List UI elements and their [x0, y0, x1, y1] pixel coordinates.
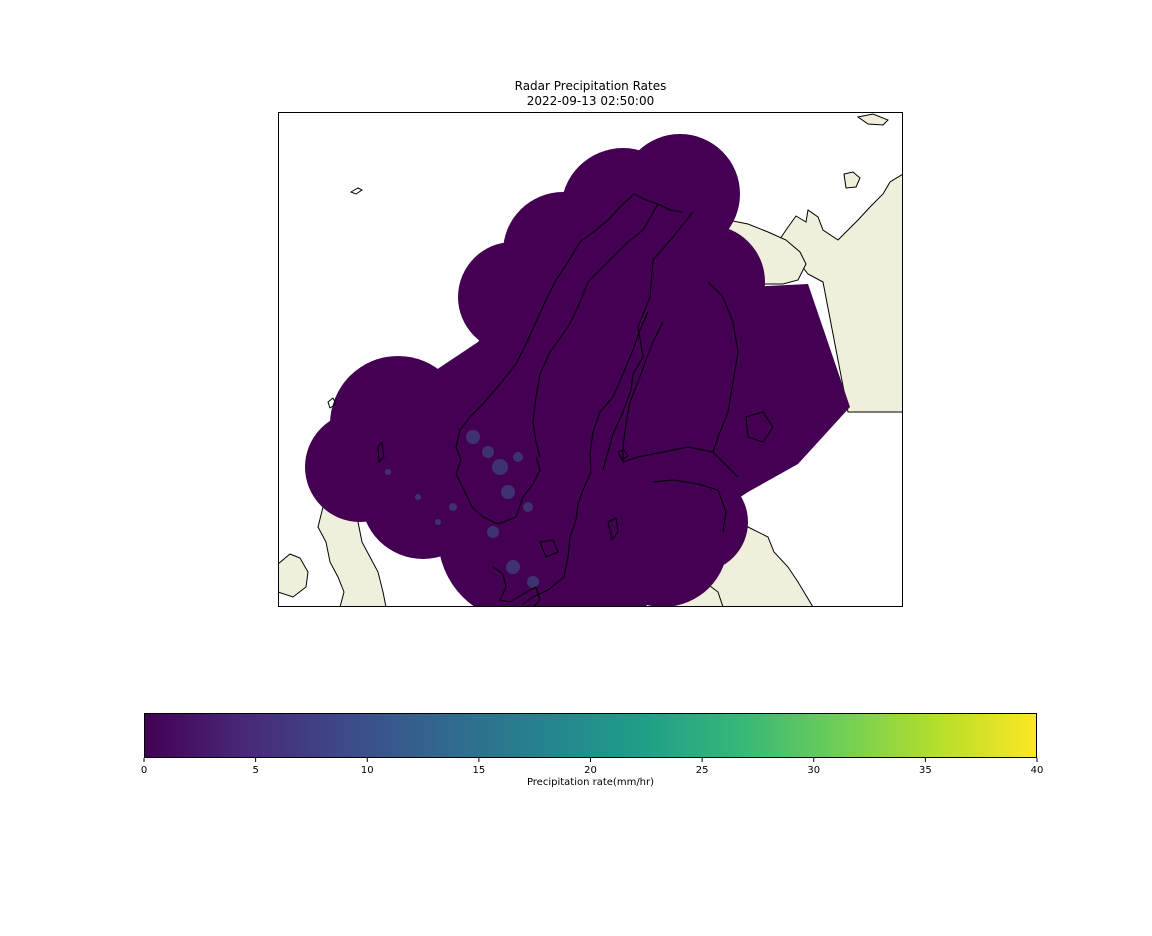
colorbar-svg: 0 5 10 15 20 25 30 35 40: [141, 713, 1043, 776]
map-border: [278, 112, 903, 607]
colorbar-tick-label: 25: [696, 765, 709, 776]
aland-islands: [617, 449, 629, 461]
map-title: Radar Precipitation Rates 2022-09-13 02:…: [278, 79, 903, 109]
colorbar-tick-label: 15: [473, 765, 486, 776]
finland-russia-border: [707, 281, 739, 453]
map-svg: [278, 112, 903, 607]
shetland-coast: [377, 441, 385, 463]
colorbar: 0 5 10 15 20 25 30 35 40: [141, 713, 1043, 776]
sweden-finland-border: [602, 211, 694, 471]
norway-sweden-border: [532, 203, 659, 458]
russia-land: [777, 173, 903, 413]
kolguyev-island: [843, 171, 861, 189]
map-panel: [278, 112, 903, 607]
finland-coast: [622, 321, 739, 478]
title-line-2: 2022-09-13 02:50:00: [526, 94, 655, 108]
precipitation-echoes: [385, 430, 539, 588]
colorbar-gradient: [144, 713, 1037, 758]
norway-coastline: [455, 193, 684, 525]
colorbar-tick-label: 20: [584, 765, 597, 776]
colorbar-label: Precipitation rate(mm/hr): [526, 777, 655, 788]
colorbar-tick-label: 40: [1031, 765, 1044, 776]
title-line-1: Radar Precipitation Rates: [514, 79, 667, 93]
coastlines: [327, 193, 774, 607]
gotland: [607, 517, 619, 541]
colorbar-tick-label: 5: [252, 765, 258, 776]
ireland-land: [278, 553, 309, 598]
faroe-coast: [327, 397, 337, 409]
lake-vanern: [539, 539, 559, 558]
denmark-coast: [492, 566, 541, 607]
colorbar-tick-label: 35: [919, 765, 932, 776]
svalbard-land: [856, 113, 889, 126]
colorbar-tick-label: 0: [141, 765, 147, 776]
gulf-of-finland-south: [652, 479, 727, 533]
colorbar-tick-label: 30: [807, 765, 820, 776]
lake-ladoga: [745, 411, 774, 443]
iceland-islet: [349, 187, 363, 195]
colorbar-tick-label: 10: [361, 765, 374, 776]
bothnian-coast: [522, 311, 649, 605]
